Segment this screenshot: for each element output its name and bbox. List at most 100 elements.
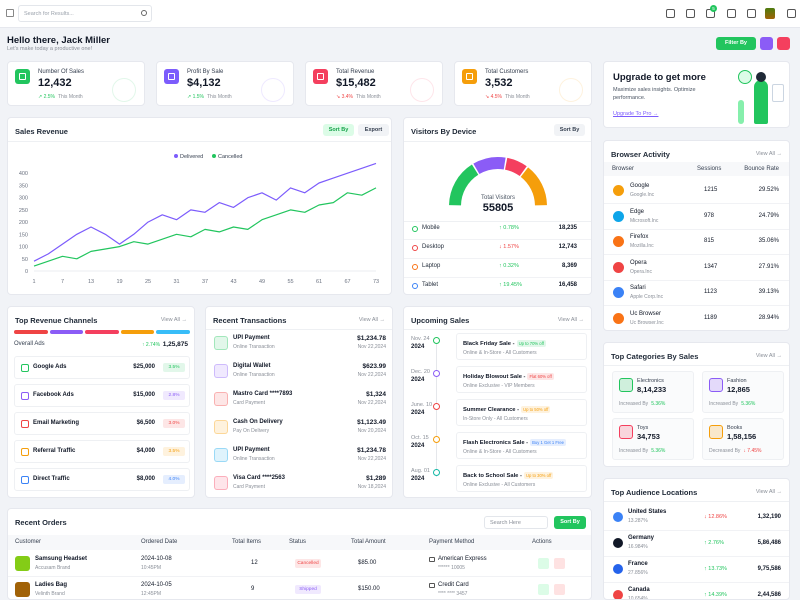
channel-amount: $8,000 [136,476,155,482]
menu-icon [6,9,14,17]
download-button[interactable] [760,37,773,50]
toolbar-icon[interactable] [727,9,736,18]
channel-icon [21,476,29,484]
channel-name: Email Marketing [33,420,80,426]
channel-badge: 2.8% [163,391,185,400]
transaction-name: Digital Wallet [233,363,271,369]
export-button[interactable]: Export [358,124,389,136]
legend-label: Cancelled [218,154,242,160]
sale-box: Black Friday Sale - Up to 70% off Online &… [456,333,587,360]
transaction-name: UPI Payment [233,447,270,453]
browser-name: Uc Browser [630,310,662,317]
divider [8,141,391,142]
sale-title: Holiday Blowout Sale - [463,373,526,380]
sale-title: Summer Clearance - [463,406,520,413]
delete-action[interactable] [554,584,565,595]
view-all[interactable]: View All → [557,317,584,323]
device-change: ↓ 1.57% [499,244,519,250]
transaction-icon [214,420,228,434]
channel-row: Referral Traffic $4,000 3.5% [14,440,190,463]
stat-icon [164,69,179,84]
channel-bar-segment [120,330,155,334]
toolbar-icon[interactable] [787,9,796,18]
search-box[interactable]: Search for Results... [18,5,152,22]
channel-icon [21,392,29,400]
overall-label: Overall Ads [14,341,45,347]
country-share: 10.654% [628,596,648,600]
sale-subtitle: Online Exclusive - VIP Members [463,383,535,389]
browser-name: Google [630,183,650,189]
transaction-date: Nov 22,2024 [357,400,386,406]
sale-day: June. 10 [411,402,433,408]
channel-row: Google Ads $25,000 3.5% [14,356,190,379]
category-change-label: Increased By [709,401,739,407]
channel-badge-text: 2.8% [168,393,180,398]
view-action[interactable] [538,584,549,595]
sort-button[interactable]: Sort By [323,124,354,136]
transaction-amount: $1,234.78 [357,447,386,454]
row-divider [604,582,789,583]
category-change-row: Increased By 5.36% [619,448,693,456]
device-sessions: 16,458 [558,282,577,288]
recent-orders-card: Recent Orders Search Here Sort By Customer O… [7,508,592,600]
divider [206,329,392,330]
delete-action[interactable] [554,558,565,569]
orders-search[interactable]: Search Here [484,516,548,529]
upgrade-link[interactable]: Upgrade To Pro → [613,111,659,117]
order-amount: $85.00 [358,560,377,566]
view-all[interactable]: View All → [755,353,782,359]
channel-badge: 3.5% [163,363,185,372]
sale-year: 2024 [411,377,425,383]
transaction-date: Nov 20,2024 [357,428,386,434]
cart-badge-text: 5 [712,6,715,11]
view-all[interactable]: View All → [160,317,187,323]
category-change-label: Increased By [619,448,649,454]
sale-title-row: Flash Electronics Sale - Buy 1 Get 1 Free [463,438,587,447]
order-time: 10:45PM [141,565,162,571]
timeline-dot [433,436,440,443]
view-all[interactable]: View All → [358,317,385,323]
channel-row: Facebook Ads $15,000 2.8% [14,384,190,407]
stat-watermark [410,78,434,102]
transaction-amount: $623.99 [362,363,387,370]
country-flag [613,590,623,599]
transaction-type: Online Transaction [233,456,275,462]
stat-period: This Month [504,94,530,100]
browser-bounce-rate: 35.06% [758,238,779,244]
transaction-date: Nov 22,2024 [357,344,386,350]
column-header: Actions [532,539,552,545]
y-tick-label: 400 [19,171,28,177]
toolbar-icon[interactable] [747,9,756,18]
avatar[interactable] [765,8,775,19]
country-flag [613,512,623,522]
country-name: Canada [628,587,650,593]
payment-method: Credit Card [438,582,469,588]
sale-day: Nov. 24 [411,336,430,342]
device-dot [412,226,418,232]
category-tile: Fashion 12,865 Increased By 5.36% [702,371,784,413]
toolbar-icon[interactable] [686,9,695,18]
toolbar-icon[interactable] [666,9,675,18]
order-items: 12 [251,560,258,566]
x-tick-label: 1 [32,279,35,285]
channel-bar-segment [14,330,48,334]
channel-badge-text: 3.5% [168,365,180,370]
view-all[interactable]: View All → [755,151,782,157]
sort-button[interactable]: Sort By [554,516,586,529]
country-flag [613,564,623,574]
stat-change-row: ↘ 4.5% This Month [485,94,575,102]
browser-icon [613,236,624,247]
share-button[interactable] [777,37,790,50]
x-tick-label: 7 [61,279,64,285]
browser-sessions: 1123 [704,289,717,295]
view-action[interactable] [538,558,549,569]
x-tick-label: 73 [373,279,379,285]
browser-icon [613,261,624,273]
sort-button[interactable]: Sort By [554,124,585,136]
browser-company: Mozilla.Inc [630,243,654,249]
x-tick-label: 43 [230,279,236,285]
filter-button[interactable]: Filter By [716,37,756,50]
view-all[interactable]: View All → [755,489,782,495]
greeting-title: Hello there, Jack Miller [7,35,110,46]
